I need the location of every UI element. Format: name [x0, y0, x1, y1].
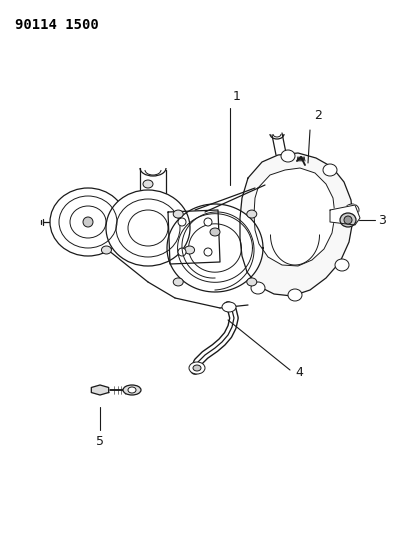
Ellipse shape [193, 365, 201, 371]
Ellipse shape [101, 246, 111, 254]
Ellipse shape [106, 190, 190, 266]
Polygon shape [91, 385, 109, 395]
Polygon shape [167, 204, 263, 292]
Ellipse shape [323, 164, 337, 176]
Text: 4: 4 [295, 367, 303, 379]
Ellipse shape [173, 210, 183, 218]
Polygon shape [189, 224, 242, 272]
Ellipse shape [185, 246, 195, 254]
Ellipse shape [222, 302, 236, 312]
Ellipse shape [204, 218, 212, 226]
Text: 5: 5 [96, 435, 104, 448]
Ellipse shape [123, 385, 141, 395]
Text: 1: 1 [233, 90, 241, 103]
Ellipse shape [247, 278, 257, 286]
Polygon shape [168, 210, 220, 264]
Ellipse shape [251, 282, 265, 294]
Text: 3: 3 [378, 214, 386, 227]
Polygon shape [240, 153, 353, 296]
Ellipse shape [204, 248, 212, 256]
Ellipse shape [345, 204, 359, 216]
Ellipse shape [247, 210, 257, 218]
Ellipse shape [281, 150, 295, 162]
Ellipse shape [50, 188, 126, 256]
Ellipse shape [128, 387, 136, 393]
Ellipse shape [143, 180, 153, 188]
Polygon shape [330, 205, 360, 225]
Ellipse shape [344, 216, 352, 224]
Polygon shape [178, 214, 252, 282]
Text: 90114 1500: 90114 1500 [15, 18, 99, 32]
Ellipse shape [210, 228, 220, 236]
Ellipse shape [335, 259, 349, 271]
Ellipse shape [178, 248, 186, 256]
Ellipse shape [83, 217, 93, 227]
Text: 2: 2 [314, 109, 322, 122]
Polygon shape [254, 168, 335, 266]
Ellipse shape [173, 278, 183, 286]
Ellipse shape [178, 218, 186, 226]
Ellipse shape [288, 289, 302, 301]
Ellipse shape [340, 213, 356, 227]
Ellipse shape [189, 362, 205, 374]
